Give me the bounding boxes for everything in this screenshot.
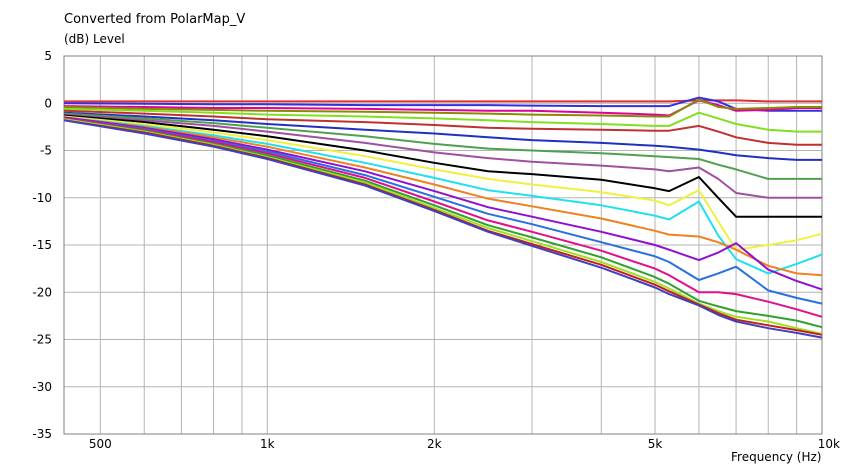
series-line <box>63 114 822 218</box>
series-line <box>63 98 822 118</box>
series-line <box>63 109 822 146</box>
x-tick-label: 10k <box>818 437 840 451</box>
series-line <box>64 99 822 103</box>
series-line <box>63 112 822 180</box>
series-line <box>63 118 823 329</box>
y-tick-label: -15 <box>32 238 52 252</box>
series-line <box>63 113 822 199</box>
x-tick-label: 5k <box>648 437 663 451</box>
x-tick-label: 1k <box>260 437 275 451</box>
y-tick-label: -5 <box>40 144 52 158</box>
series-line <box>63 119 823 339</box>
series-line <box>63 115 823 251</box>
y-tick-label: 0 <box>44 96 52 110</box>
series-line <box>63 116 823 277</box>
y-tick-label: -25 <box>32 333 52 347</box>
series-line <box>63 116 823 291</box>
x-axis-label: Frequency (Hz) <box>731 450 822 464</box>
series-line <box>63 99 822 117</box>
y-axis-label: (dB) Level <box>64 32 125 46</box>
x-tick-label: 500 <box>89 437 112 451</box>
chart-title: Converted from PolarMap_V <box>64 12 246 27</box>
y-tick-label: -20 <box>32 285 52 299</box>
y-tick-label: -35 <box>32 427 52 441</box>
plot-border <box>63 55 823 435</box>
series-line <box>63 116 823 275</box>
y-tick-label: -10 <box>32 191 52 205</box>
series-line <box>63 117 823 305</box>
series-line <box>63 111 822 161</box>
series-line <box>63 117 823 318</box>
y-tick-label: 5 <box>44 49 52 63</box>
x-tick-label: 2k <box>427 437 442 451</box>
y-tick-label: -30 <box>32 380 52 394</box>
series-line <box>63 107 822 133</box>
